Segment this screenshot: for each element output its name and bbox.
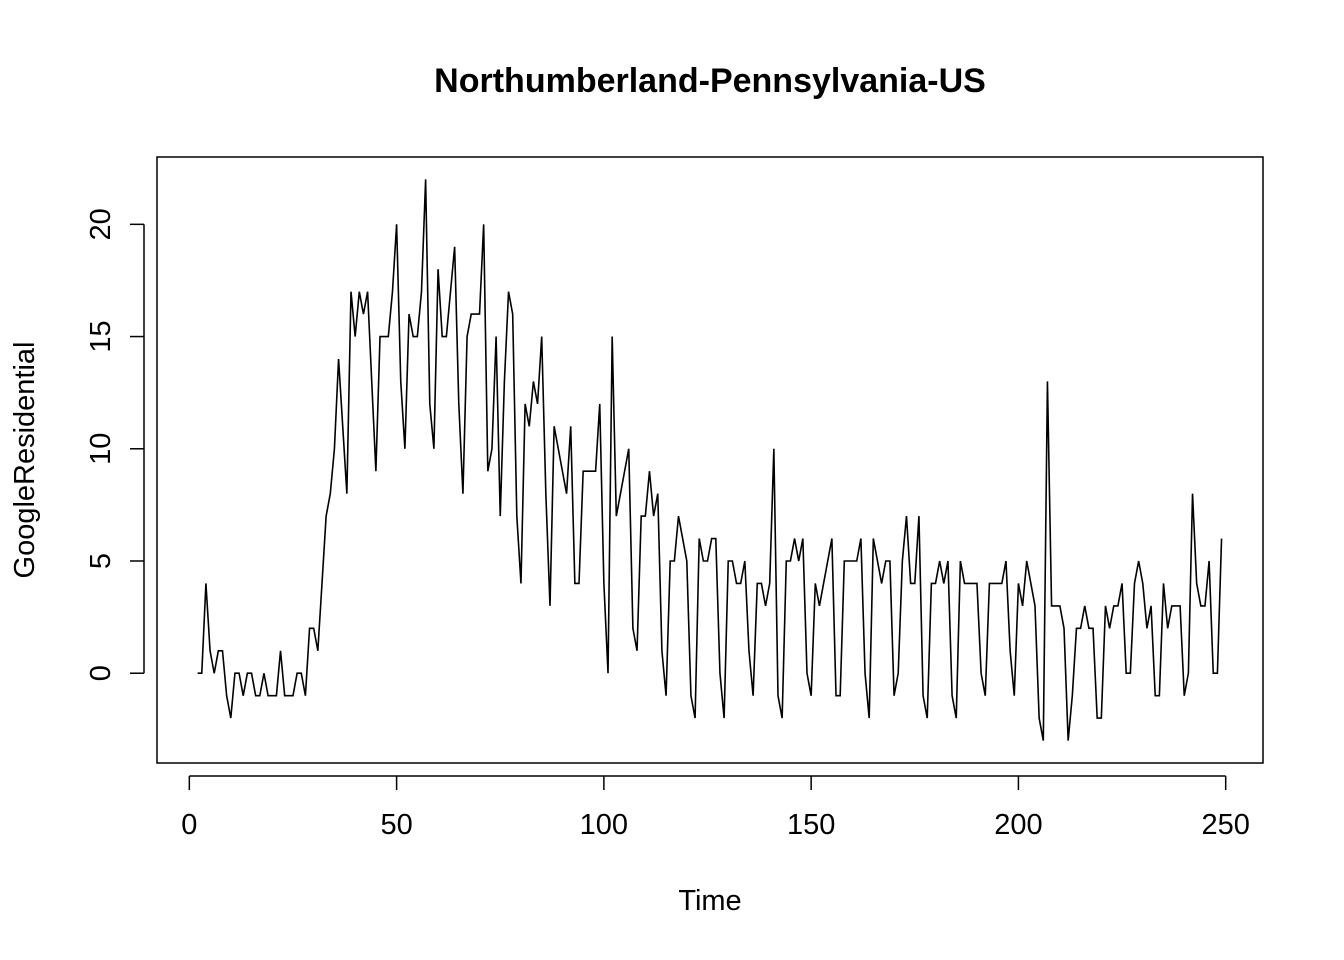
x-tick-label: 50 xyxy=(380,809,412,841)
y-axis-label: GoogleResidential xyxy=(9,342,41,579)
series-layer xyxy=(197,179,1223,741)
chart-title: Northumberland-Pennsylvania-US xyxy=(434,62,986,100)
x-tick-label: 100 xyxy=(580,809,628,841)
x-axis-label: Time xyxy=(678,885,741,917)
series-line-0 xyxy=(197,179,1223,741)
x-axis: 0 50 100 150 200 250 xyxy=(181,775,1250,841)
x-tick-label: 0 xyxy=(181,809,197,841)
x-tick-label: 150 xyxy=(787,809,835,841)
y-tick-label: 0 xyxy=(85,665,117,681)
x-tick-label: 200 xyxy=(994,809,1042,841)
y-axis: 0 5 10 15 20 xyxy=(85,208,145,681)
y-tick-label: 15 xyxy=(85,320,117,352)
plot-frame xyxy=(156,156,1264,764)
x-tick-label: 250 xyxy=(1201,809,1249,841)
y-tick-label: 20 xyxy=(85,208,117,240)
y-tick-label: 5 xyxy=(85,553,117,569)
y-tick-label: 10 xyxy=(85,433,117,465)
